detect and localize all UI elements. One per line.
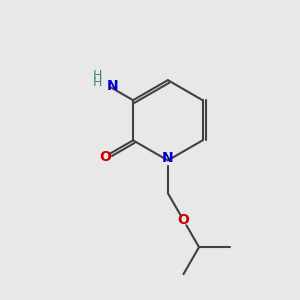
Text: H: H: [93, 76, 102, 89]
Text: N: N: [162, 151, 174, 165]
Text: O: O: [178, 213, 189, 227]
Text: O: O: [99, 150, 111, 164]
Text: H: H: [93, 69, 102, 82]
Text: N: N: [106, 79, 118, 93]
